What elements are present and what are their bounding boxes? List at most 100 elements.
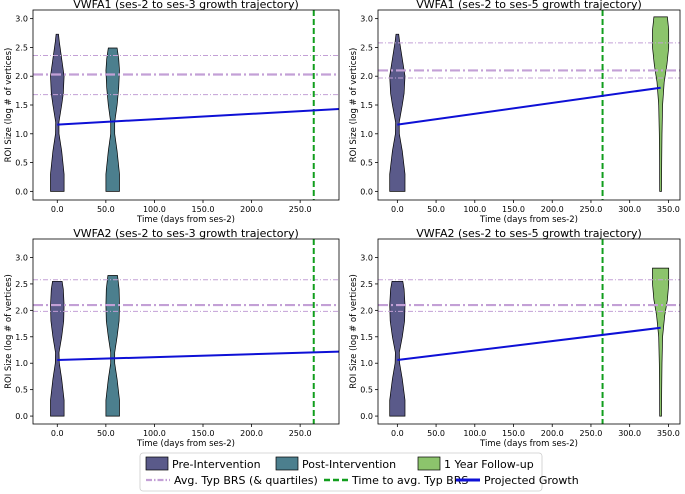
x-tick-label: 250.0: [289, 429, 312, 438]
legend-label: 1 Year Follow-up: [444, 458, 534, 471]
x-tick-label: 350.0: [657, 429, 680, 438]
y-tick-label: 1.5: [15, 101, 28, 110]
x-tick-label: 150.0: [502, 205, 525, 214]
y-tick-label: 2.5: [15, 43, 28, 52]
x-tick-label: 150.0: [502, 429, 525, 438]
plot-area: [378, 239, 680, 424]
y-tick-label: 1.0: [360, 130, 373, 139]
x-tick-label: 250.0: [579, 205, 602, 214]
x-axis-label: Time (days from ses-2): [136, 439, 235, 449]
y-tick-label: 0.0: [360, 412, 373, 421]
projected-growth-line: [397, 86, 661, 126]
x-tick-label: 50.0: [427, 429, 445, 438]
violin-pre: [50, 280, 65, 417]
x-tick-label: 50.0: [97, 429, 115, 438]
panel-1: 0.0 50.0 100.0 150.0 200.0 250.0 0.0 0.5 1.0 1.5 2…: [4, 0, 340, 225]
chart-title: VWFA2 (ses-2 to ses-3 growth trajectory): [73, 227, 299, 240]
legend-swatch-pre: [145, 456, 169, 471]
y-tick-label: 2.0: [360, 306, 373, 315]
plot-frame: [32, 238, 340, 425]
y-axis-label: ROI Size (log # of vertices): [4, 48, 14, 163]
violin-post: [105, 47, 120, 192]
x-tick-label: 200.0: [240, 429, 263, 438]
y-tick-label: 0.5: [15, 386, 28, 395]
legend: Pre-Intervention Post-Intervention 1 Year …: [139, 452, 579, 492]
projected-growth-line: [397, 326, 661, 362]
x-tick-label: 100.0: [143, 429, 166, 438]
y-tick-label: 1.5: [360, 101, 373, 110]
plot-frame: [32, 9, 340, 201]
y-tick-label: 3.0: [15, 15, 28, 24]
x-axis-label: Time (days from ses-2): [479, 439, 578, 449]
chart-title: VWFA1 (ses-2 to ses-3 growth trajectory): [73, 0, 299, 11]
x-tick-label: 250.0: [579, 429, 602, 438]
panel-3: 0.0 50.0 100.0 150.0 200.0 250.0 0.0 0.5 1.0 1.5 2…: [4, 227, 340, 449]
chart-title: VWFA1 (ses-2 to ses-5 growth trajectory): [416, 0, 642, 11]
x-tick-label: 0.0: [51, 429, 64, 438]
y-tick-label: 2.0: [15, 72, 28, 81]
plot-area: [378, 10, 680, 200]
y-tick-label: 2.5: [360, 43, 373, 52]
x-tick-label: 200.0: [541, 205, 564, 214]
panel-2: 0.0 50.0 100.0 150.0 200.0 250.0 300.0 350.0 0.0…: [349, 0, 681, 225]
violin-pre: [50, 33, 65, 192]
legend-label: Projected Growth: [484, 474, 579, 487]
plot-area: [33, 10, 339, 200]
x-tick-label: 50.0: [97, 205, 115, 214]
x-tick-label: 100.0: [463, 429, 486, 438]
plot-frame: [377, 9, 681, 201]
legend-label: Pre-Intervention: [172, 458, 261, 471]
x-tick-label: 350.0: [657, 205, 680, 214]
y-tick-label: 3.0: [360, 15, 373, 24]
y-tick-label: 0.5: [360, 386, 373, 395]
y-tick-label: 2.0: [15, 306, 28, 315]
x-axis-label: Time (days from ses-2): [136, 215, 235, 225]
y-tick-label: 0.0: [15, 412, 28, 421]
legend-swatch-post: [275, 456, 299, 471]
x-tick-label: 200.0: [541, 429, 564, 438]
panel-4: 0.0 50.0 100.0 150.0 200.0 250.0 300.0 350.0 0.0…: [349, 227, 681, 449]
y-tick-label: 2.0: [360, 72, 373, 81]
x-tick-label: 0.0: [391, 205, 404, 214]
chart-title: VWFA2 (ses-2 to ses-5 growth trajectory): [416, 227, 642, 240]
y-tick-label: 0.5: [360, 159, 373, 168]
x-tick-label: 300.0: [618, 205, 641, 214]
y-tick-label: 3.0: [15, 254, 28, 263]
y-tick-label: 0.5: [15, 159, 28, 168]
x-axis-label: Time (days from ses-2): [479, 215, 578, 225]
y-tick-label: 1.0: [15, 130, 28, 139]
projected-growth-line: [57, 108, 339, 126]
y-axis-label: ROI Size (log # of vertices): [349, 48, 359, 163]
violin-followup: [652, 16, 670, 192]
plot-area: [33, 239, 339, 424]
x-tick-label: 300.0: [618, 429, 641, 438]
y-axis-label: ROI Size (log # of vertices): [4, 274, 14, 389]
legend-label: Avg. Typ BRS (& quartiles): [174, 474, 318, 487]
y-tick-label: 1.0: [360, 359, 373, 368]
x-tick-label: 250.0: [289, 205, 312, 214]
legend-label: Time to avg. Typ BRS: [351, 474, 468, 487]
y-axis-label: ROI Size (log # of vertices): [349, 274, 359, 389]
legend-label: Post-Intervention: [302, 458, 396, 471]
legend-frame: [139, 452, 543, 492]
x-tick-label: 200.0: [240, 205, 263, 214]
x-tick-label: 100.0: [143, 205, 166, 214]
plot-frame: [377, 238, 681, 425]
x-tick-label: 150.0: [192, 429, 215, 438]
x-tick-label: 0.0: [391, 429, 404, 438]
violin-post: [105, 275, 120, 417]
y-tick-label: 1.5: [360, 333, 373, 342]
y-tick-label: 1.0: [15, 359, 28, 368]
violin-followup: [652, 267, 670, 417]
x-tick-label: 50.0: [427, 205, 445, 214]
y-tick-label: 3.0: [360, 254, 373, 263]
y-tick-label: 2.5: [360, 280, 373, 289]
violin-pre: [389, 280, 406, 417]
y-tick-label: 0.0: [360, 187, 373, 196]
y-tick-label: 2.5: [15, 280, 28, 289]
x-tick-label: 0.0: [51, 205, 64, 214]
y-tick-label: 1.5: [15, 333, 28, 342]
y-tick-label: 0.0: [15, 187, 28, 196]
legend-swatch-followup: [417, 456, 441, 471]
